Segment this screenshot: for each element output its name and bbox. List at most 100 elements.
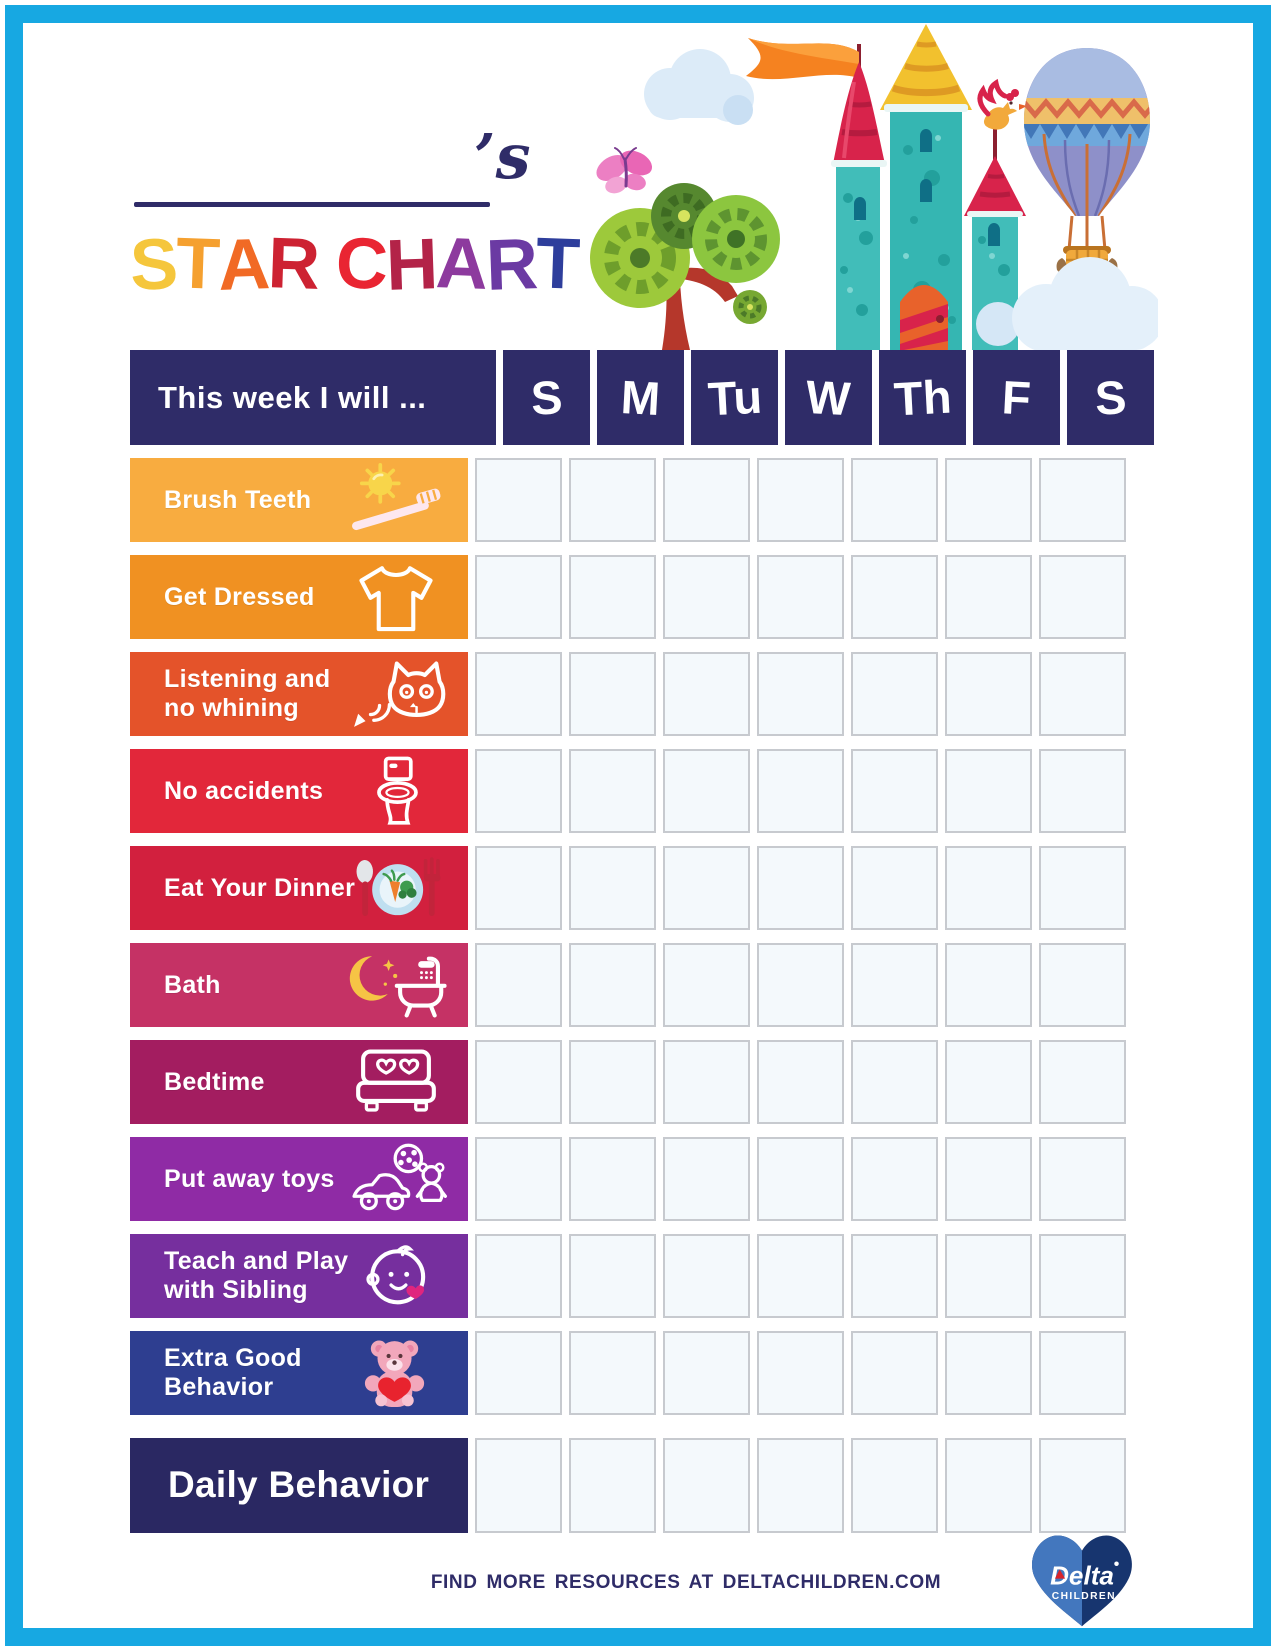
day-cell[interactable] [1039, 1234, 1126, 1318]
day-cell[interactable] [475, 1438, 562, 1533]
day-cell[interactable] [475, 943, 562, 1027]
day-cell[interactable] [945, 846, 1032, 930]
day-cell[interactable] [663, 749, 750, 833]
delta-children-logo: Delta CHILDREN [1026, 1532, 1138, 1628]
tshirt-icon [342, 560, 450, 634]
task-label: Extra Good Behavior [164, 1344, 302, 1401]
day-cell[interactable] [475, 846, 562, 930]
day-cell[interactable] [569, 555, 656, 639]
day-cell[interactable] [475, 1331, 562, 1415]
page-title: STAR CHART [128, 223, 580, 306]
title-letter: S [128, 224, 178, 306]
day-cell[interactable] [757, 1331, 844, 1415]
day-cell[interactable] [757, 749, 844, 833]
day-cell[interactable] [663, 1331, 750, 1415]
day-cell[interactable] [945, 1137, 1032, 1221]
day-cell[interactable] [1039, 749, 1126, 833]
day-cell[interactable] [851, 846, 938, 930]
day-cell[interactable] [475, 1137, 562, 1221]
day-cell[interactable] [851, 1234, 938, 1318]
day-cell[interactable] [945, 1234, 1032, 1318]
flag-icon [746, 38, 859, 80]
day-cell[interactable] [945, 1331, 1032, 1415]
day-cell[interactable] [1039, 458, 1126, 542]
day-cell[interactable] [851, 749, 938, 833]
day-cell[interactable] [1039, 652, 1126, 736]
day-cell[interactable] [757, 1234, 844, 1318]
day-cell[interactable] [945, 749, 1032, 833]
task-label: Put away toys [164, 1164, 335, 1193]
day-cell[interactable] [663, 943, 750, 1027]
day-cell[interactable] [663, 458, 750, 542]
day-header-tuesday: Tu [691, 350, 778, 445]
day-cell[interactable] [475, 1234, 562, 1318]
week-header-label: This week I will ... [158, 379, 427, 415]
day-cell[interactable] [569, 1234, 656, 1318]
day-cell[interactable] [663, 555, 750, 639]
day-cell[interactable] [851, 555, 938, 639]
day-cell[interactable] [569, 1137, 656, 1221]
week-header-label-box: This week I will ... [130, 350, 496, 445]
day-cell[interactable] [1039, 1331, 1126, 1415]
castle-icon [831, 24, 1026, 350]
day-cell[interactable] [663, 846, 750, 930]
day-cell[interactable] [663, 1040, 750, 1124]
day-cell[interactable] [757, 1438, 844, 1533]
task-row-put-away-toys: Put away toys [130, 1137, 1126, 1221]
day-cell[interactable] [851, 1040, 938, 1124]
day-cell[interactable] [1039, 1137, 1126, 1221]
day-cell[interactable] [569, 1438, 656, 1533]
day-cell[interactable] [569, 458, 656, 542]
day-cell[interactable] [569, 749, 656, 833]
day-cell[interactable] [569, 652, 656, 736]
day-cell[interactable] [945, 555, 1032, 639]
day-cell[interactable] [1039, 846, 1126, 930]
toys-icon [342, 1142, 450, 1216]
day-cell[interactable] [851, 1438, 938, 1533]
day-cell[interactable] [945, 652, 1032, 736]
hot-air-balloon-icon [1024, 48, 1150, 282]
day-cell[interactable] [851, 1331, 938, 1415]
day-cell[interactable] [475, 652, 562, 736]
day-cell[interactable] [569, 1040, 656, 1124]
day-cell[interactable] [569, 1331, 656, 1415]
tree-icon [590, 183, 780, 350]
day-cell[interactable] [663, 1438, 750, 1533]
task-label: Listening and no whining [164, 665, 331, 722]
day-cell[interactable] [663, 652, 750, 736]
day-cell[interactable] [475, 749, 562, 833]
day-cell[interactable] [757, 555, 844, 639]
day-cell[interactable] [757, 1040, 844, 1124]
day-cell[interactable] [663, 1137, 750, 1221]
task-row-listening: Listening and no whining [130, 652, 1126, 736]
day-cell[interactable] [1039, 1040, 1126, 1124]
day-cell[interactable] [851, 458, 938, 542]
day-cell[interactable] [757, 846, 844, 930]
day-cell[interactable] [851, 943, 938, 1027]
day-cell[interactable] [757, 1137, 844, 1221]
day-cell[interactable] [945, 1040, 1032, 1124]
day-cell[interactable] [945, 943, 1032, 1027]
day-cell[interactable] [1039, 555, 1126, 639]
day-cell[interactable] [757, 652, 844, 736]
day-cell[interactable] [945, 1438, 1032, 1533]
day-cell[interactable] [757, 458, 844, 542]
name-blank-line[interactable] [134, 202, 490, 207]
day-cell[interactable] [1039, 943, 1126, 1027]
day-cell[interactable] [475, 458, 562, 542]
day-cell[interactable] [475, 1040, 562, 1124]
title-letter: C [334, 223, 388, 305]
day-cell[interactable] [851, 1137, 938, 1221]
day-header-sunday: S [503, 350, 590, 445]
day-cell[interactable] [569, 846, 656, 930]
task-label-box: Extra Good Behavior [130, 1331, 468, 1415]
day-cell[interactable] [945, 458, 1032, 542]
day-cell[interactable] [569, 943, 656, 1027]
castle-tree-balloon-illustration [590, 24, 1164, 352]
day-cell[interactable] [1039, 1438, 1126, 1533]
day-cell[interactable] [757, 943, 844, 1027]
day-cell[interactable] [663, 1234, 750, 1318]
day-cell[interactable] [851, 652, 938, 736]
butterfly-icon [596, 147, 653, 194]
day-cell[interactable] [475, 555, 562, 639]
